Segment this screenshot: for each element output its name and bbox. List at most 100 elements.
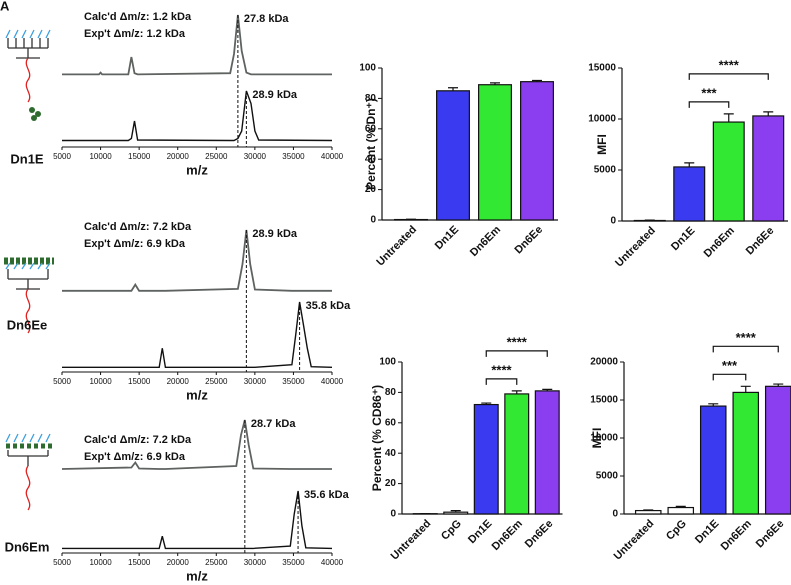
x-tick-label: 35000: [282, 152, 305, 161]
bar: [699, 405, 727, 515]
significance-label: ****: [491, 362, 512, 377]
molecule-icons: [4, 29, 54, 511]
x-tick-label: Dn6Em: [468, 224, 503, 259]
x-tick-label: CpG: [439, 518, 464, 543]
error-bar: [708, 403, 719, 407]
icon-dn6ee: [4, 257, 54, 334]
sample-label: Dn6Ee: [7, 317, 47, 332]
error-bar: [675, 505, 686, 508]
spectrum-trace: [62, 301, 333, 368]
spectrum-trace: [62, 90, 333, 142]
error-bar: [450, 510, 461, 513]
y-tick-label: 100: [379, 357, 396, 368]
bar: [712, 121, 745, 222]
peak-label: 28.7 kDa: [251, 418, 297, 430]
spectrum-trace: [62, 14, 332, 76]
bar: [667, 506, 695, 515]
x-tick-label: 10000: [89, 377, 112, 386]
spectrum-trace: [61, 419, 332, 470]
x-tick-label: 10000: [89, 152, 112, 161]
x-tick-label: 40000: [321, 152, 344, 161]
x-tick-label: 40000: [321, 558, 344, 567]
y-tick-label: 5000: [594, 165, 617, 176]
x-tick-label: Dn6Em: [490, 518, 525, 553]
x-tick-label: Dn1E: [466, 518, 494, 546]
x-tick-label: Dn1E: [433, 224, 461, 252]
error-bar: [448, 87, 458, 91]
x-tick-label: 35000: [282, 377, 305, 386]
x-tick-label: 5000: [53, 377, 71, 386]
x-tick-label: 15000: [128, 558, 151, 567]
peak-label: 28.9 kDa: [252, 228, 298, 240]
x-tick-label: Dn6Ee: [523, 518, 556, 551]
x-tick-label: Dn6Em: [702, 225, 737, 260]
x-tick-label: Dn6Ee: [744, 225, 777, 258]
y-tick-label: 10000: [588, 114, 616, 125]
significance-bracket: [485, 350, 548, 357]
x-tick-label: Dn6Ee: [754, 518, 787, 551]
x-axis-label: m/z: [186, 162, 208, 177]
error-bar: [684, 162, 695, 167]
bar: [634, 509, 662, 515]
bar: [764, 385, 791, 515]
annotation: Exp't Δm/z: 6.9 kDa: [84, 451, 186, 463]
error-bar: [740, 385, 751, 393]
y-axis-label: Percent (% CD86⁺): [370, 385, 384, 491]
x-tick-label: 30000: [244, 152, 267, 161]
y-tick-label: 15000: [588, 63, 616, 74]
x-tick-label: Untreated: [613, 225, 658, 270]
significance-label: ***: [701, 85, 717, 100]
x-tick-label: Dn6Em: [719, 518, 754, 553]
error-bar: [643, 509, 654, 511]
x-tick-label: 25000: [205, 152, 228, 161]
y-axis-label: MFI: [590, 428, 604, 449]
x-tick-label: 25000: [205, 558, 228, 567]
x-tick-label: Dn1E: [669, 225, 697, 253]
y-tick-label: 80: [365, 93, 377, 104]
x-tick-label: 30000: [244, 377, 267, 386]
bar: [520, 81, 554, 221]
x-tick-label: 35000: [282, 558, 305, 567]
x-tick-label: Dn6Ee: [512, 224, 545, 257]
annotation: Exp't Δm/z: 6.9 kDa: [84, 238, 186, 250]
x-tick-label: 15000: [128, 377, 151, 386]
significance-bracket: [688, 101, 730, 108]
icon-dn1e: [5, 29, 51, 121]
x-tick-label: 20000: [167, 558, 190, 567]
bar: [436, 90, 470, 221]
x-tick-label: 40000: [321, 377, 344, 386]
y-tick-label: 40: [385, 448, 397, 459]
x-tick-label: 15000: [128, 152, 151, 161]
y-axis-label: MFI: [595, 134, 609, 155]
y-tick-label: 5000: [596, 471, 619, 482]
y-tick-label: 15000: [590, 395, 618, 406]
x-tick-label: 5000: [53, 152, 71, 161]
bar: [473, 403, 499, 515]
x-tick-label: Untreated: [612, 518, 657, 563]
y-tick-label: 0: [610, 216, 616, 227]
significance-label: ***: [722, 358, 738, 373]
bar: [732, 391, 760, 515]
x-axis-label: m/z: [186, 387, 208, 402]
x-tick-label: CpG: [664, 518, 689, 543]
annotation: Exp't Δm/z: 1.2 kDa: [84, 28, 186, 40]
error-bar: [542, 388, 553, 391]
y-tick-label: 20000: [590, 357, 618, 368]
significance-bracket: [485, 378, 518, 385]
peak-label: 35.6 kDa: [304, 489, 350, 501]
peak-label: 35.8 kDa: [306, 300, 352, 312]
x-tick-label: 20000: [167, 152, 190, 161]
y-tick-label: 40: [365, 154, 377, 165]
x-tick-label: Dn1E: [693, 518, 721, 546]
bar: [478, 84, 512, 221]
y-tick-label: 100: [359, 63, 376, 74]
x-tick-label: 30000: [244, 558, 267, 567]
panel-label: A: [0, 0, 10, 13]
y-tick-label: 0: [370, 215, 376, 226]
significance-label: ****: [507, 334, 528, 349]
bar: [504, 393, 530, 515]
x-tick-label: 5000: [53, 558, 71, 567]
bar: [673, 166, 706, 222]
error-bar: [532, 79, 542, 82]
spectrum-trace: [62, 490, 333, 550]
